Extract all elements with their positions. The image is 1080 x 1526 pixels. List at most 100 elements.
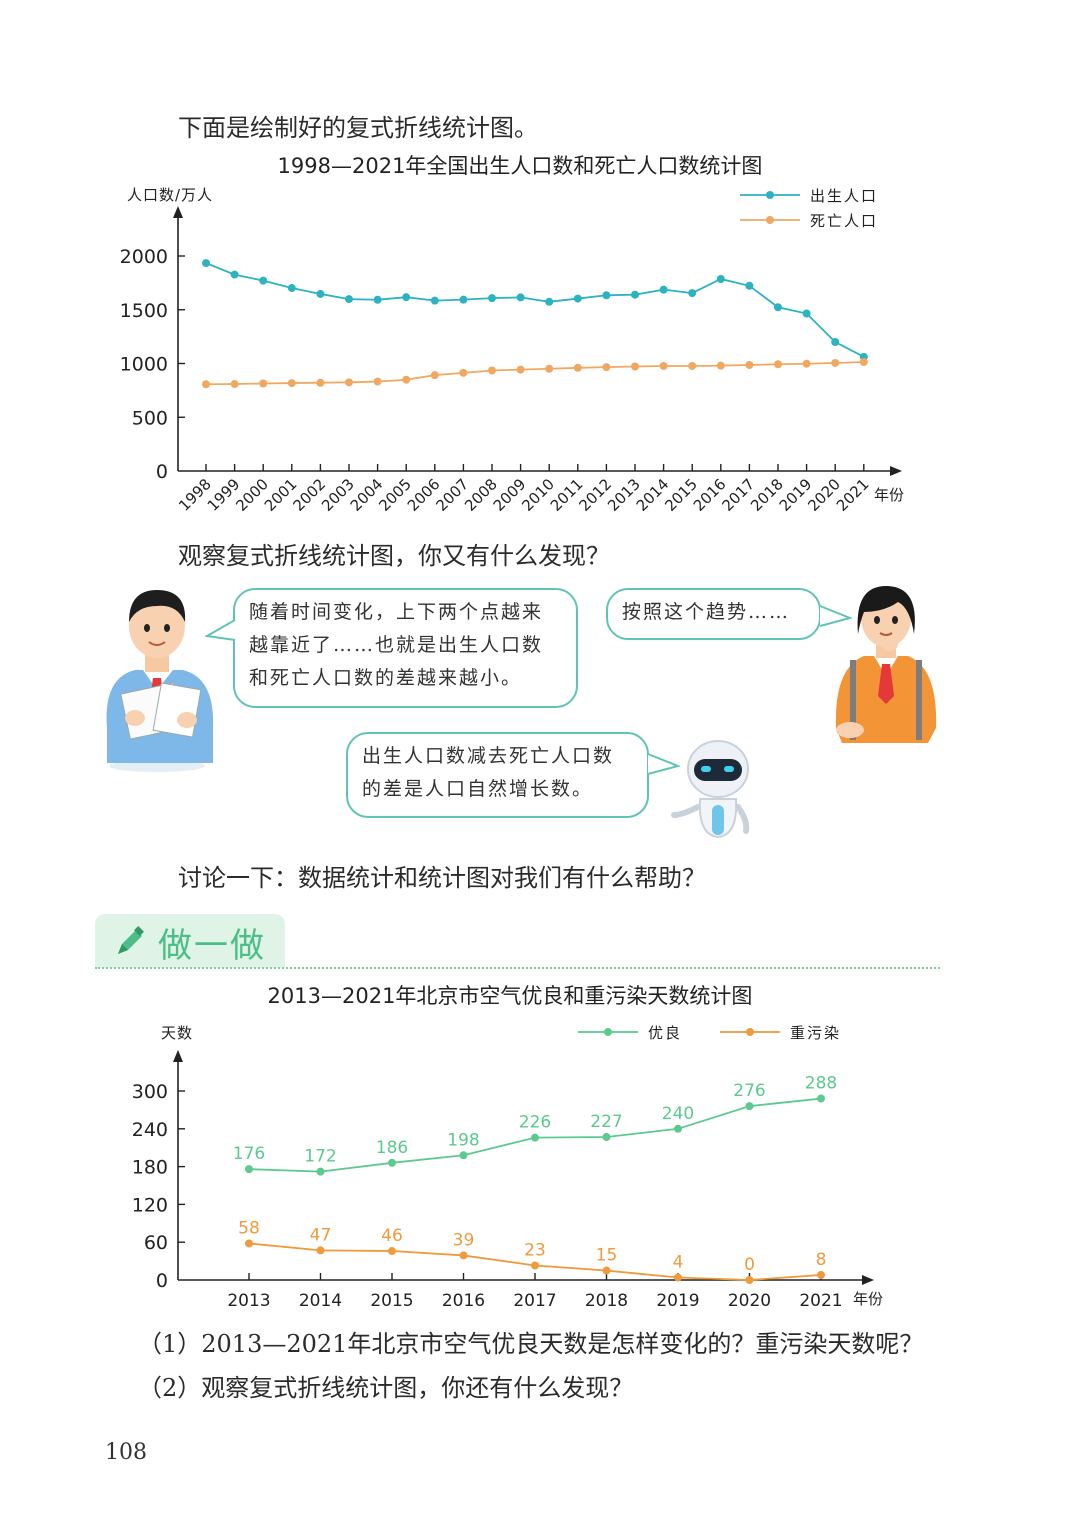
data-point-0 [745, 281, 754, 290]
intro-paragraph: 下面是绘制好的复式折线统计图。 [178, 114, 538, 142]
data-point-1 [459, 368, 468, 377]
data-point-1 [345, 378, 353, 387]
observe-paragraph: 观察复式折线统计图，你又有什么发现？ [178, 542, 610, 570]
x-tick-label: 2010 [518, 475, 558, 515]
data-label: 172 [304, 1147, 336, 1167]
x-tick-label: 2017 [513, 1291, 556, 1311]
data-point-0 [287, 284, 296, 293]
y-tick-label: 1000 [120, 354, 168, 376]
data-label: 226 [519, 1113, 551, 1133]
data-point-1 [573, 363, 582, 372]
data-label: 15 [596, 1246, 618, 1266]
data-point-1 [373, 377, 382, 386]
x-axis-label: 年份 [874, 486, 904, 504]
data-label: 198 [447, 1130, 479, 1150]
x-tick-label: 2016 [442, 1291, 485, 1311]
data-point-1 [531, 1261, 539, 1270]
data-point-1 [716, 361, 725, 370]
girl-illustration [835, 586, 937, 743]
data-point-1 [230, 380, 239, 389]
boy-illustration [106, 590, 214, 772]
y-tick-label: 2000 [120, 246, 168, 268]
legend-label-0: 出生人口 [810, 187, 878, 205]
chart1-title: 1998—2021年全国出生人口数和死亡人口数统计图 [277, 154, 763, 178]
data-point-0 [459, 1151, 468, 1160]
y-tick-label: 180 [132, 1157, 168, 1179]
data-point-0 [459, 295, 468, 304]
x-tick-label: 2014 [633, 475, 673, 515]
x-tick-label: 2018 [585, 1291, 628, 1311]
x-tick-label: 2017 [718, 475, 758, 515]
data-point-0 [202, 259, 210, 268]
data-label: 276 [733, 1081, 765, 1101]
data-point-1 [388, 1247, 396, 1256]
data-point-1 [545, 364, 554, 373]
data-point-1 [859, 357, 868, 366]
data-point-0 [531, 1133, 539, 1142]
data-point-1 [202, 380, 210, 389]
data-label: 47 [310, 1225, 332, 1245]
robot-bubble-line-1: 出生人口数减去死亡人口数 [362, 745, 615, 767]
boy-bubble-tail [205, 619, 236, 641]
data-point-1 [688, 361, 697, 370]
data-point-1 [602, 363, 611, 372]
data-point-0 [774, 303, 782, 312]
boy-bubble-line-1: 随着时间变化，上下两个点越来 [249, 601, 544, 623]
data-point-1 [245, 1239, 253, 1248]
x-tick-label: 2003 [318, 475, 358, 515]
data-label: 4 [673, 1252, 684, 1272]
data-point-0 [573, 294, 582, 303]
data-point-0 [316, 289, 325, 298]
x-tick-label: 2020 [728, 1291, 771, 1311]
data-point-1 [402, 375, 411, 384]
question-1: （1）2013—2021年北京市空气优良天数是怎样变化的？重污染天数呢？ [138, 1330, 924, 1358]
x-tick-label: 2019 [656, 1291, 699, 1311]
robot-speech-bubble: 出生人口数减去死亡人口数 的差是人口自然增长数。 [346, 732, 649, 818]
data-point-0 [745, 1102, 754, 1111]
data-point-1 [631, 362, 639, 371]
data-point-1 [459, 1251, 468, 1260]
data-point-1 [516, 365, 525, 374]
x-tick-label: 2020 [804, 475, 844, 515]
x-tick-label: 2006 [404, 475, 444, 515]
data-label: 23 [524, 1241, 546, 1261]
x-tick-label: 2015 [370, 1291, 413, 1311]
boy-bubble-line-3: 和死亡人口数的差越来越小。 [249, 667, 523, 689]
legend-marker-0 [766, 191, 774, 199]
data-label: 186 [376, 1138, 408, 1158]
data-point-0 [316, 1167, 325, 1176]
data-point-1 [745, 361, 754, 370]
data-point-0 [545, 297, 554, 306]
data-label: 46 [381, 1226, 403, 1246]
births-deaths-chart: 0500100015002000人口数/万人年份1998199920002001… [120, 186, 904, 515]
x-tick-label: 2013 [227, 1291, 270, 1311]
data-label: 0 [744, 1255, 755, 1275]
legend-marker-0 [604, 1028, 612, 1036]
legend-label-0: 优良 [648, 1024, 682, 1042]
data-point-0 [716, 275, 725, 284]
section-divider [95, 967, 940, 969]
data-point-1 [430, 371, 439, 380]
boy-speech-bubble: 随着时间变化，上下两个点越来 越靠近了……也就是出生人口数 和死亡人口数的差越来… [233, 588, 578, 708]
data-label: 176 [233, 1144, 265, 1164]
legend-label-1: 死亡人口 [810, 212, 878, 230]
data-point-1 [817, 1270, 825, 1279]
y-tick-label: 300 [132, 1081, 168, 1103]
data-point-1 [316, 378, 325, 387]
data-point-1 [774, 360, 782, 369]
x-tick-label: 2015 [661, 475, 701, 515]
data-point-1 [488, 366, 496, 375]
data-point-0 [802, 309, 811, 318]
x-tick-label: 2018 [747, 475, 787, 515]
data-point-1 [745, 1276, 754, 1284]
data-label: 58 [238, 1218, 260, 1238]
x-tick-label: 1999 [204, 475, 244, 515]
page-number: 108 [105, 1440, 147, 1465]
robot-bubble-line-2: 的差是人口自然增长数。 [362, 778, 594, 800]
data-point-1 [316, 1246, 325, 1255]
data-point-0 [245, 1165, 253, 1174]
data-label: 227 [590, 1112, 622, 1132]
data-point-1 [802, 359, 811, 368]
data-point-0 [688, 289, 697, 298]
